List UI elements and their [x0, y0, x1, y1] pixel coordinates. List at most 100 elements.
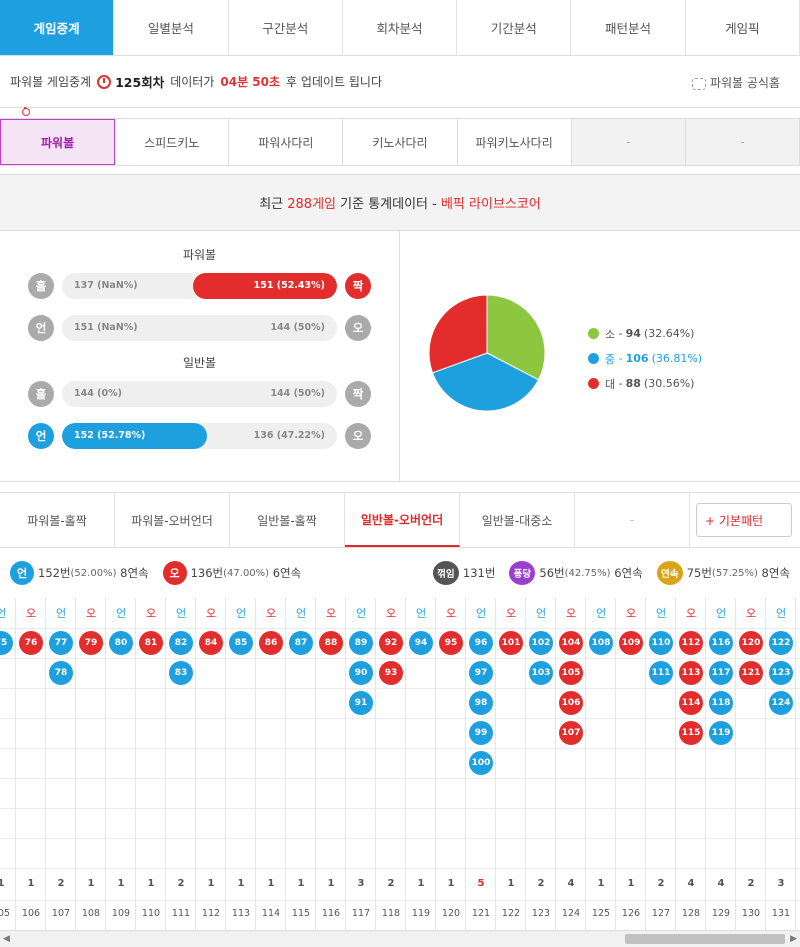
pattern-column-header: 오 — [265, 607, 277, 620]
pattern-column: 언 87 1 115 — [286, 598, 316, 930]
game-count: 288게임 — [287, 197, 336, 212]
status-label: 파워볼 게임중계 — [10, 75, 92, 89]
tab-section[interactable]: 구간분석 — [229, 0, 343, 55]
streak-count: 1 — [87, 878, 95, 889]
streak-count: 3 — [357, 878, 365, 889]
ratio-bar: 151 (NaN%) 144 (50%) — [62, 315, 337, 341]
break-summary: 꺾임 131번 — [432, 561, 495, 585]
pattern-column: 언 89 90 91 3 117 — [346, 598, 376, 930]
pattern-column: 언 77 78 2 107 — [46, 598, 76, 930]
streak-count: 3 — [777, 878, 785, 889]
powerball-oddeven-row: 홀 137 (NaN%) 151 (52.43%) 짝 — [28, 265, 371, 307]
tab-nb-overunder[interactable]: 일반볼-오버언더 — [345, 493, 460, 547]
tab-kenoladder[interactable]: 키노사다리 — [343, 119, 458, 165]
tab-powerball[interactable]: 파워볼 — [0, 119, 116, 165]
official-home-link[interactable]: 파워볼 공식홈 — [691, 74, 780, 91]
tab-daily[interactable]: 일별분석 — [114, 0, 229, 55]
pattern-ball: 88 — [319, 631, 343, 655]
grid-line — [0, 688, 800, 689]
pattern-column: 언 108 1 125 — [586, 598, 616, 930]
pattern-column-header: 오 — [685, 607, 697, 620]
tab-pb-oddeven[interactable]: 파워볼-홀짝 — [0, 493, 115, 547]
pattern-column: 오 104 105 106 107 4 124 — [556, 598, 586, 930]
cont-icon: 연속 — [656, 561, 683, 585]
scroll-left-icon[interactable]: ◀ — [3, 934, 10, 944]
pattern-summary: 언 152번 (52.00%) 8연속 오 136번 (47.00%) 6연속 꺾임… — [0, 548, 800, 598]
pattern-ball: 78 — [49, 661, 73, 685]
column-number: 119 — [411, 908, 431, 919]
progress-marker — [22, 107, 30, 116]
pong-summary: 퐁당 56번 (42.75%) 6연속 — [509, 561, 643, 585]
tab-pick[interactable]: 게임픽 — [686, 0, 800, 55]
pattern-ball: 93 — [379, 661, 403, 685]
pattern-ball: 83 — [169, 661, 193, 685]
tab-round[interactable]: 회차분석 — [343, 0, 458, 55]
grid-line — [0, 748, 800, 749]
over-icon: 오 — [345, 315, 371, 341]
grid-line — [0, 900, 800, 901]
column-number: 116 — [321, 908, 341, 919]
tab-nb-size[interactable]: 일반볼-대중소 — [460, 493, 575, 547]
pattern-ball: 119 — [709, 721, 733, 745]
tab-powerkenoladder[interactable]: 파워키노사다리 — [457, 119, 572, 165]
pie-slice — [486, 294, 546, 381]
live-status-bar: 파워볼 게임중계 125회차 데이터가 04분 50초 후 업데이트 됩니다 파… — [0, 56, 800, 116]
bar-fill — [62, 423, 208, 449]
streak-count: 2 — [57, 878, 65, 889]
pattern-column-header: 오 — [385, 607, 397, 620]
column-number: 112 — [201, 908, 221, 919]
grid-line — [0, 628, 800, 629]
pattern-ball: 92 — [379, 631, 403, 655]
ratio-bars: 파워볼 홀 137 (NaN%) 151 (52.43%) 짝 언 151 (N… — [0, 231, 400, 481]
tab-live[interactable]: 게임중계 — [0, 0, 115, 55]
pattern-grid: 언751105오761106언77782107오791108언801109오81… — [0, 598, 800, 930]
stats-header: 최근 288게임 기준 통계데이터 - 베픽 라이브스코어 — [0, 175, 800, 231]
pattern-column: 언 94 1 119 — [406, 598, 436, 930]
pattern-column: 언 80 1 109 — [106, 598, 136, 930]
basic-pattern-button[interactable]: + 기본패턴 — [696, 503, 792, 537]
pattern-column-header: 오 — [745, 607, 757, 620]
scroll-thumb[interactable] — [625, 934, 785, 944]
tab-powerladder[interactable]: 파워사다리 — [229, 119, 344, 165]
streak-count: 1 — [597, 878, 605, 889]
pattern-column-header: 언 — [355, 607, 367, 620]
ratio-bar: 144 (0%) 144 (50%) — [62, 381, 337, 407]
tab-empty: - — [575, 493, 690, 547]
streak-count: 4 — [567, 878, 575, 889]
column-number: 105 — [0, 908, 11, 919]
streak-count: 1 — [507, 878, 515, 889]
pattern-ball: 86 — [259, 631, 283, 655]
streak-count: 1 — [207, 878, 215, 889]
horizontal-scrollbar[interactable]: ◀ ▶ — [0, 930, 800, 947]
tab-nb-oddeven[interactable]: 일반볼-홀짝 — [230, 493, 345, 547]
tab-speedkeno[interactable]: 스피드키노 — [115, 119, 230, 165]
pattern-column-header: 언 — [535, 607, 547, 620]
pattern-ball: 117 — [709, 661, 733, 685]
pattern-column-header: 언 — [55, 607, 67, 620]
streak-count: 1 — [147, 878, 155, 889]
tab-pattern[interactable]: 패턴분석 — [571, 0, 686, 55]
pattern-column-header: 언 — [475, 607, 487, 620]
pattern-ball: 85 — [229, 631, 253, 655]
streak-count: 2 — [747, 878, 755, 889]
streak-count: 4 — [717, 878, 725, 889]
pattern-tabs: 파워볼-홀짝 파워볼-오버언더 일반볼-홀짝 일반볼-오버언더 일반볼-대중소 … — [0, 492, 800, 548]
column-number: 123 — [531, 908, 551, 919]
pattern-column: 언 82 83 2 111 — [166, 598, 196, 930]
size-pie-panel: 소 -94 (32.64%) 중 -106 (36.81%) 대 -88 (30.56… — [400, 231, 800, 481]
pattern-column: 언 116 117 118 119 4 129 — [706, 598, 736, 930]
pattern-ball: 100 — [469, 751, 493, 775]
pattern-column: 오 88 1 116 — [316, 598, 346, 930]
pattern-column-header: 오 — [325, 607, 337, 620]
pattern-ball: 80 — [109, 631, 133, 655]
pie-slice — [431, 352, 540, 412]
pattern-column: 언 96 97 98 99 100 5 121 — [466, 598, 496, 930]
link-icon — [691, 77, 706, 90]
column-number: 122 — [501, 908, 521, 919]
tab-period[interactable]: 기간분석 — [457, 0, 572, 55]
pie-chart — [428, 294, 546, 412]
scroll-right-icon[interactable]: ▶ — [790, 934, 797, 944]
pattern-ball: 105 — [559, 661, 583, 685]
pattern-column-header: 오 — [205, 607, 217, 620]
tab-pb-overunder[interactable]: 파워볼-오버언더 — [115, 493, 230, 547]
